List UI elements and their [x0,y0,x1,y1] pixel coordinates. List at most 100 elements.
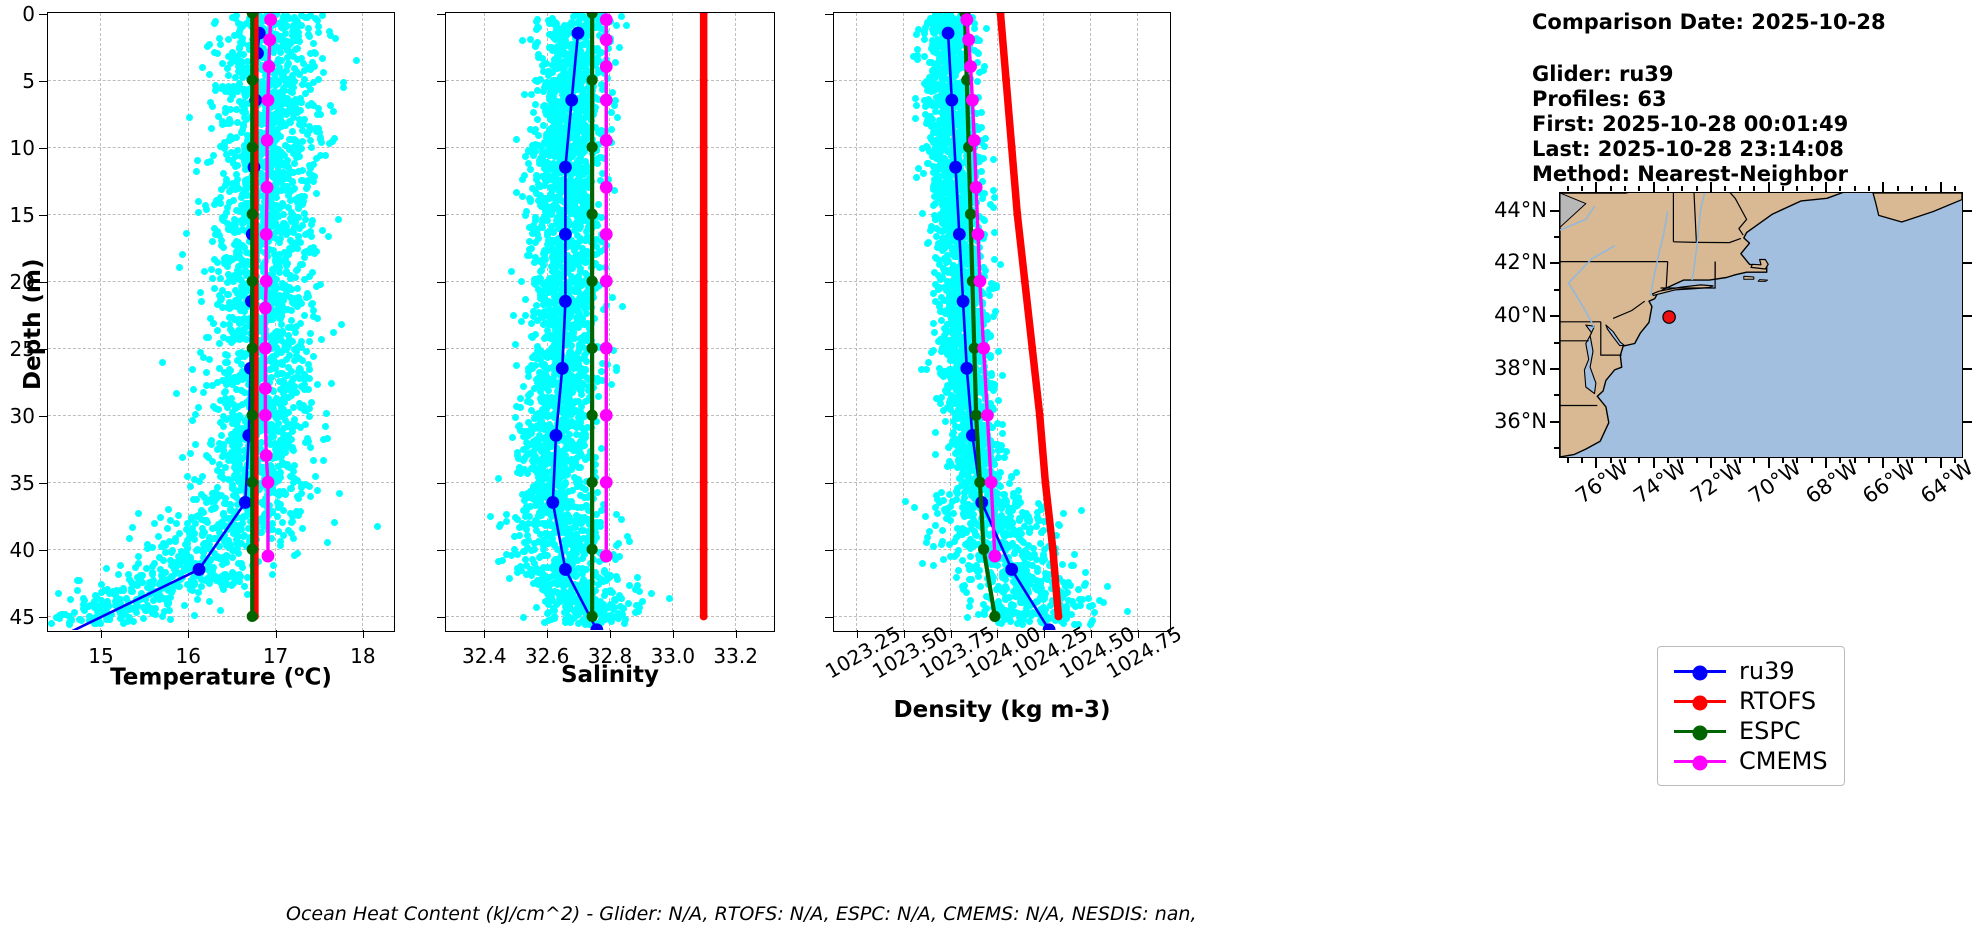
observation-point [311,173,319,181]
observation-point [225,336,233,344]
observation-point [216,339,224,347]
observation-point [269,246,277,254]
observation-point [205,71,213,79]
observation-point [236,44,244,52]
observation-point [330,518,338,526]
observation-point [140,615,148,623]
observation-point [92,591,100,599]
observation-point [273,13,281,19]
observation-point [194,403,202,411]
observation-point [207,125,215,133]
observation-point [243,63,251,71]
observation-point [307,398,315,406]
observation-point [159,359,167,367]
degree-superscript: o [294,662,305,680]
observation-point [288,31,296,39]
observation-point [192,168,200,176]
observation-point [276,63,284,71]
observation-point [238,194,246,202]
observation-point [218,237,226,245]
observation-point [151,520,159,528]
observation-point [239,425,247,433]
observation-point [266,166,274,174]
observation-point [312,472,320,480]
observation-point [241,291,249,299]
observation-point [232,404,240,412]
y-gridline [48,482,394,484]
observation-point [296,423,304,431]
observation-point [310,250,318,258]
observation-point [266,440,274,448]
observation-point [199,473,207,481]
observation-point [307,49,314,57]
observation-point [279,507,287,515]
observation-point [255,204,263,212]
observation-point [130,617,138,625]
observation-point [307,65,315,73]
observation-point [103,565,111,573]
observation-point [257,391,265,399]
observation-point [231,152,239,160]
observation-point [183,544,191,552]
observation-point [220,320,228,328]
profile-marker-espc [246,610,258,622]
observation-point [174,553,182,561]
profile-marker-espc [246,275,258,287]
observation-point [235,461,243,469]
observation-point [232,163,240,171]
observation-point [228,302,236,310]
observation-point [298,193,306,201]
observation-point [275,204,283,212]
observation-point [272,454,280,462]
observation-point [303,347,311,355]
temperature-axis-title-main: Temperature ( [110,664,295,691]
observation-point [235,560,242,568]
observation-point [90,598,98,606]
observation-point [222,400,230,408]
observation-point [155,532,163,540]
observation-point [275,264,283,272]
observation-point [227,500,235,508]
observation-point [244,137,252,145]
observation-point [310,39,318,47]
temperature-panel [47,12,395,632]
observation-point [314,104,322,112]
observation-point [309,216,317,224]
observation-point [276,413,284,421]
observation-point [297,300,305,308]
observation-point [291,461,299,469]
observation-point [237,262,245,270]
observation-point [197,582,205,590]
profile-marker-cmems [264,13,277,27]
observation-point [282,29,290,37]
observation-point [242,249,250,257]
observation-point [196,478,204,486]
observation-point [289,128,297,136]
observation-point [230,197,238,205]
observation-point [209,152,217,160]
observation-point [299,221,307,229]
observation-point [276,238,284,246]
observation-point [135,552,143,560]
observation-point [223,279,231,287]
profile-line-ru39 [71,32,261,630]
observation-point [287,530,295,538]
observation-point [310,102,318,110]
observation-point [122,595,130,602]
observation-point [280,383,288,391]
observation-point [244,573,252,581]
observation-point [228,554,236,562]
observation-point [300,254,308,262]
observation-point [175,582,183,590]
observation-point [272,422,280,430]
observation-point [239,226,247,234]
observation-point [282,110,290,118]
observation-point [228,92,236,100]
observation-point [313,155,321,163]
observation-point [288,323,296,331]
observation-point [232,207,240,215]
profile-marker-cmems [261,93,275,107]
observation-point [296,71,304,79]
profile-marker-espc [246,141,258,153]
observation-point [244,591,252,599]
